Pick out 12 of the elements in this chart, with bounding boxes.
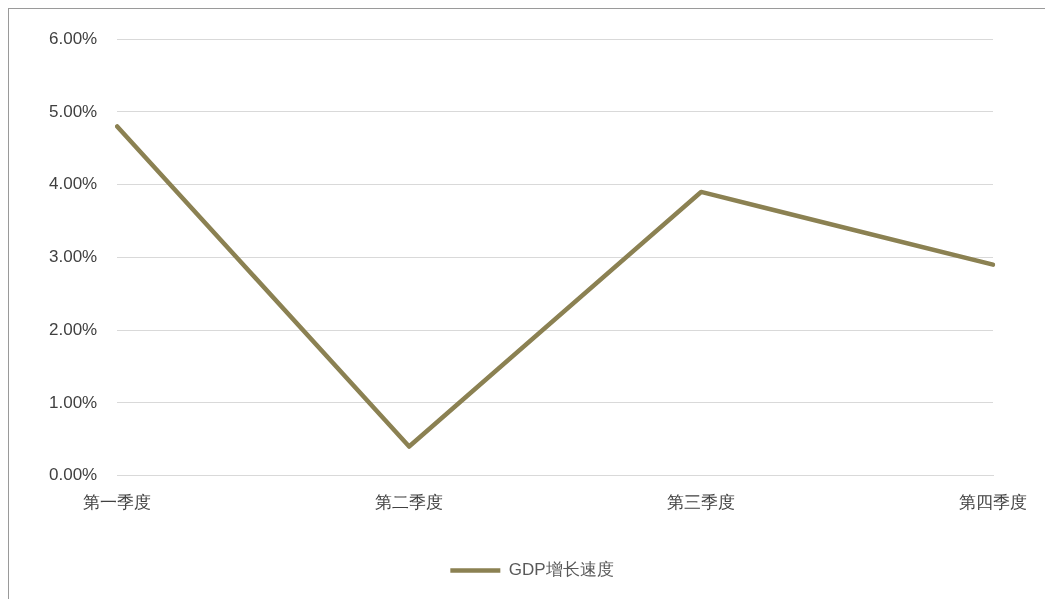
y-tick-label: 3.00% — [49, 247, 98, 267]
y-tick-label: 2.00% — [49, 319, 98, 339]
y-tick-label: 5.00% — [49, 101, 98, 121]
x-tick-label: 第四季度 — [959, 493, 1027, 513]
y-tick-label: 4.00% — [49, 174, 98, 194]
legend-label: GDP增长速度 — [508, 560, 614, 580]
x-tick-label: 第二季度 — [375, 493, 444, 513]
y-tick-label: 6.00% — [49, 28, 98, 48]
y-tick-label: 0.00% — [49, 465, 98, 485]
x-tick-label: 第三季度 — [667, 493, 736, 513]
y-tick-label: 1.00% — [49, 392, 98, 412]
x-tick-label: 第一季度 — [83, 493, 152, 513]
